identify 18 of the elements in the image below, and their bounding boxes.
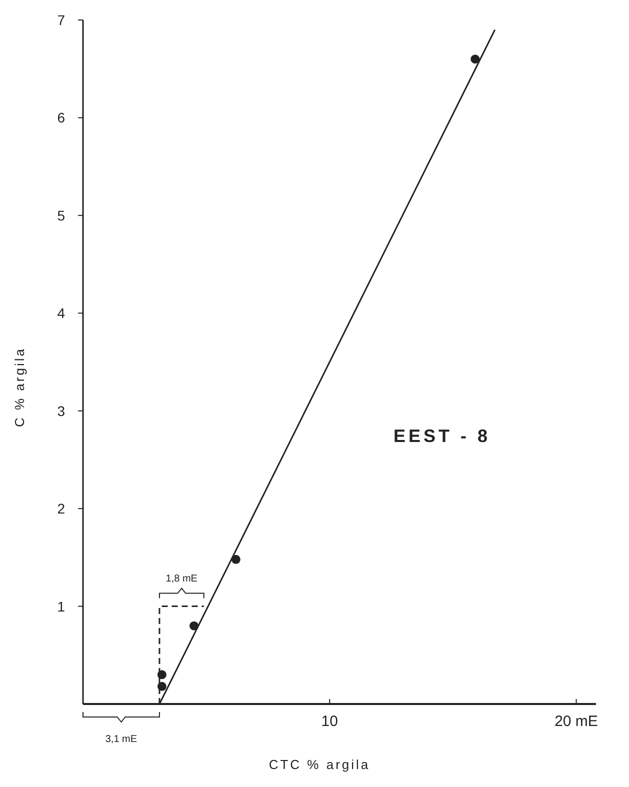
text: 3,1 mE xyxy=(105,734,138,745)
point xyxy=(470,54,480,64)
point xyxy=(231,554,240,564)
x-axis-title: CTC % argila xyxy=(268,757,370,772)
annotation: EEST - 8 xyxy=(393,426,491,446)
y-tick-label: 7 xyxy=(57,12,66,28)
y-tick-label: 6 xyxy=(57,110,66,126)
y-tick-label: 3 xyxy=(57,402,66,419)
y-tick-label: 2 xyxy=(57,500,66,517)
y-tick-label: 5 xyxy=(57,207,66,224)
y-axis-title: C % argila xyxy=(12,347,27,427)
annotation: 1,8 mE xyxy=(166,573,198,584)
point xyxy=(157,682,166,691)
y-tick-label: 1 xyxy=(57,598,66,614)
x-tick-label: 20 mE xyxy=(554,713,598,730)
y-tick-label: 4 xyxy=(57,305,66,322)
point xyxy=(157,670,166,680)
x-tick-label: 10 xyxy=(321,713,338,730)
